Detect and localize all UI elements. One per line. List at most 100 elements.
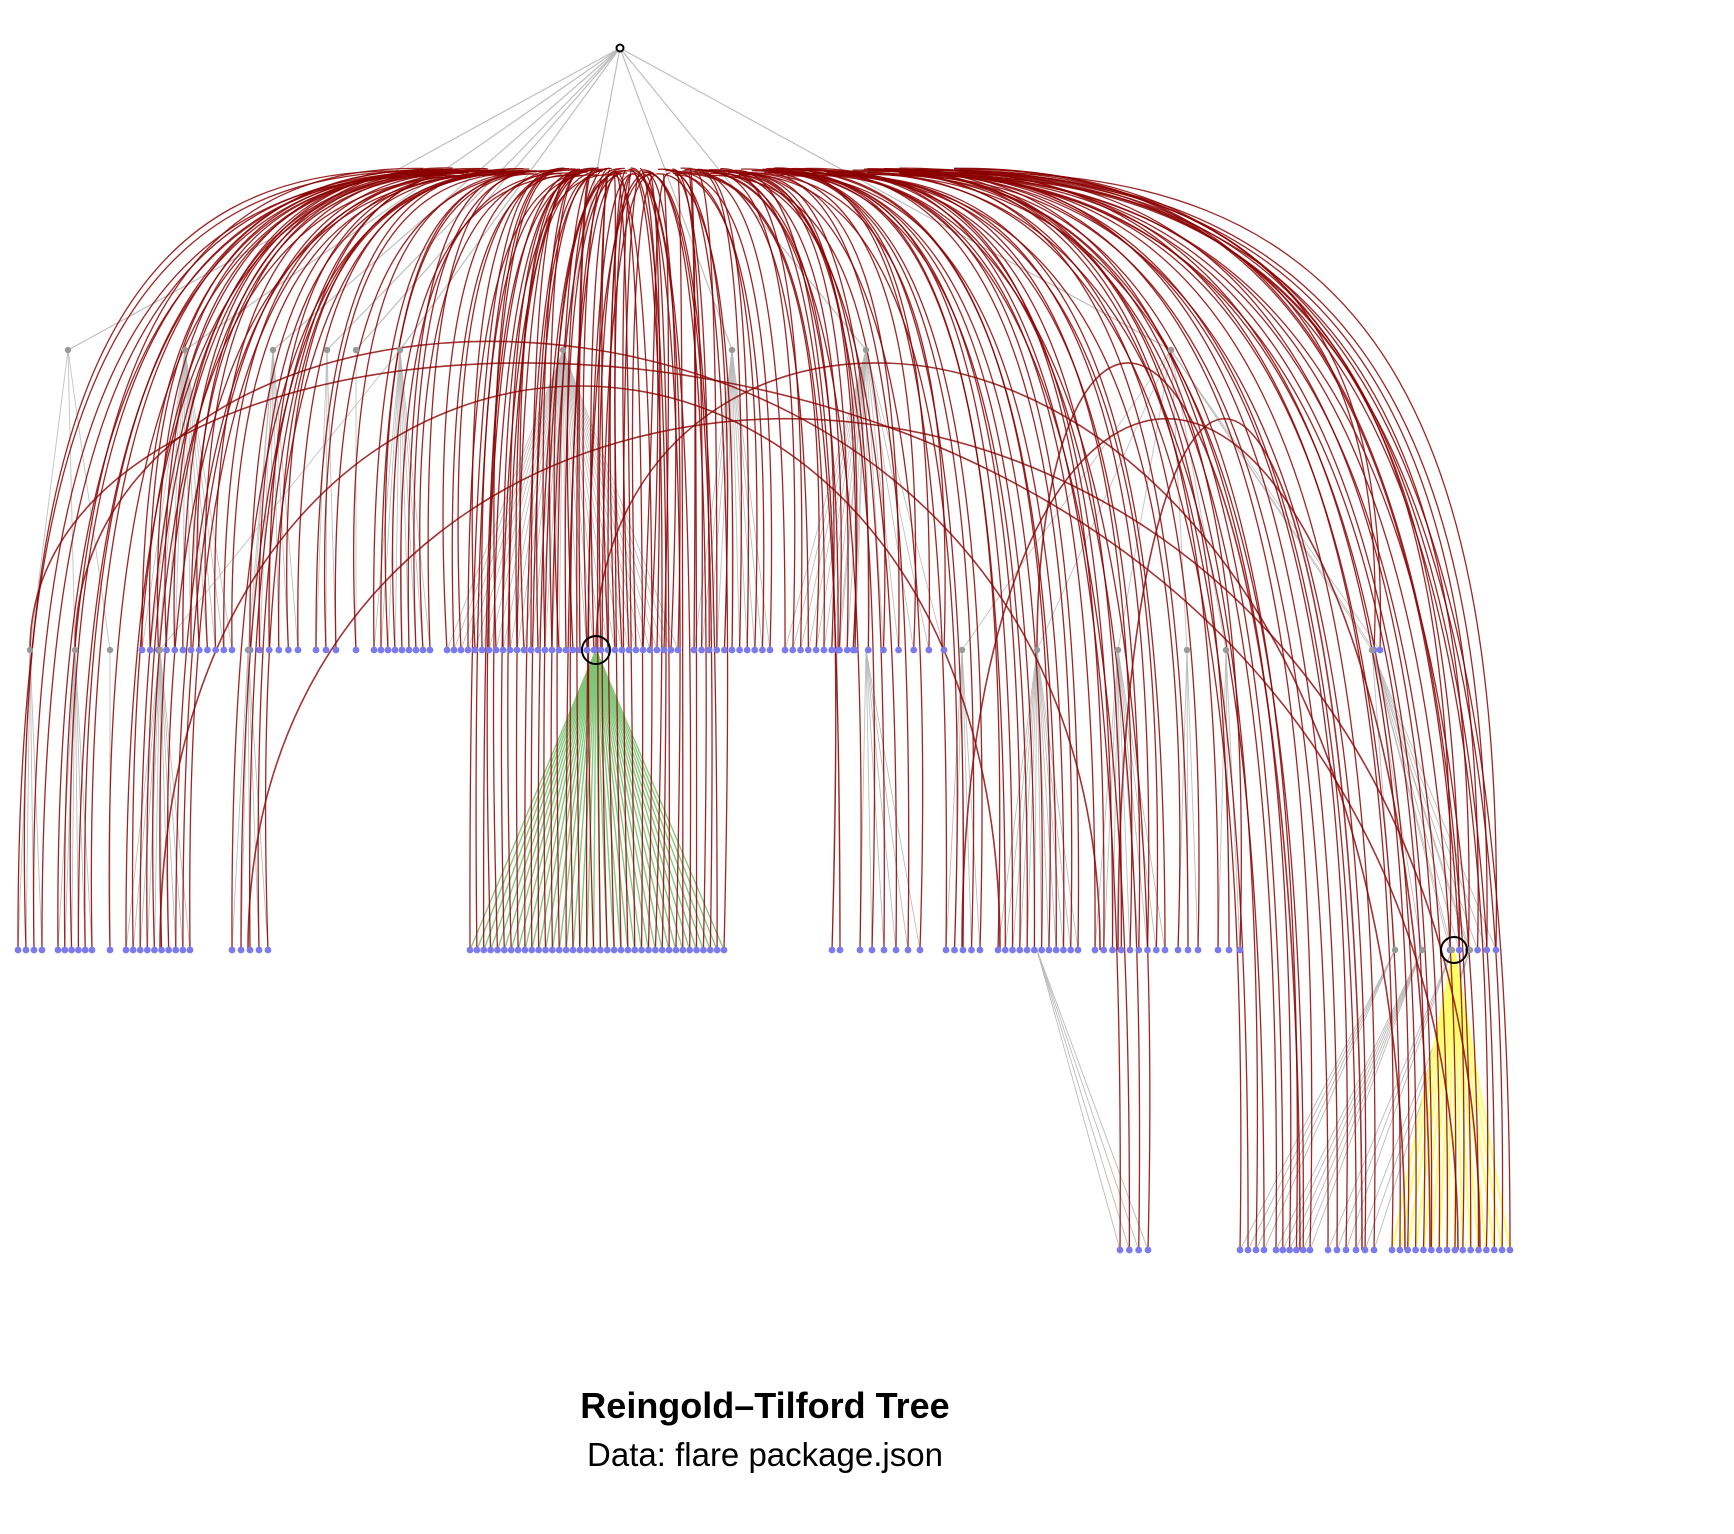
- highlight-edge-green: [595, 649, 629, 951]
- dependency-edge: [852, 169, 1200, 951]
- dependency-edge: [323, 172, 525, 651]
- leaf-node: [1244, 1246, 1252, 1254]
- leaf-node: [651, 946, 659, 954]
- leaf-node: [583, 946, 591, 954]
- dependency-edge: [891, 170, 1348, 1251]
- dependency-edge: [675, 174, 758, 651]
- highlight-edge-green: [496, 649, 597, 951]
- leaf-node: [1100, 946, 1108, 954]
- tree-edge: [731, 349, 756, 651]
- dependency-edge: [682, 170, 809, 651]
- tree-edge: [865, 349, 884, 651]
- dependency-edge: [189, 170, 491, 951]
- tree-edge: [1036, 949, 1130, 1251]
- leaf-node: [667, 646, 675, 654]
- tree-edge: [865, 349, 915, 651]
- dependency-edge: [719, 172, 841, 951]
- leaf-node: [264, 946, 272, 954]
- leaf-node: [880, 946, 888, 954]
- leaf-node: [1279, 1246, 1287, 1254]
- tree-edge: [1371, 649, 1469, 951]
- leaf-node: [30, 946, 38, 954]
- tree-edge: [1327, 949, 1453, 1251]
- leaf-node: [464, 646, 472, 654]
- tree-edge: [530, 349, 564, 651]
- leaf-node: [521, 946, 529, 954]
- dependency-edge: [673, 172, 729, 951]
- highlight-edge-yellow: [1430, 949, 1456, 1251]
- tree-edge: [1026, 649, 1038, 951]
- dependency-edge: [872, 169, 1367, 1251]
- dependency-edge: [451, 174, 573, 651]
- tree-edge: [731, 349, 748, 651]
- highlight-edge-green: [595, 649, 705, 951]
- leaf-node: [1388, 1246, 1396, 1254]
- leaf-node: [494, 946, 501, 954]
- leaf-node: [1459, 1246, 1467, 1254]
- leaf-node: [1443, 1246, 1451, 1254]
- dependency-edge: [754, 170, 1028, 951]
- tree-edge: [1036, 649, 1057, 951]
- leaf-node: [1117, 946, 1125, 954]
- leaf-node: [611, 646, 619, 654]
- leaf-node: [1498, 1246, 1506, 1254]
- leaf-node: [751, 646, 759, 654]
- dependency-edge: [762, 169, 983, 951]
- dependency-edge: [832, 174, 1150, 951]
- leaf-node: [1370, 1246, 1378, 1254]
- root-node: [615, 43, 625, 53]
- dependency-edge: [630, 167, 681, 951]
- dependency-edge: [585, 173, 634, 951]
- leaf-node: [781, 646, 789, 654]
- tree-edge: [399, 349, 431, 651]
- highlight-edge-green: [595, 649, 684, 951]
- highlight-edge-green: [595, 649, 622, 951]
- dependency-edge: [576, 173, 591, 951]
- tree-edge: [159, 349, 401, 651]
- dependency-edge: [182, 172, 469, 951]
- dependency-edge: [530, 168, 581, 651]
- leaf-node: [146, 646, 154, 654]
- leaf-node: [789, 646, 797, 654]
- tree-edge: [268, 349, 274, 651]
- leaf-node: [638, 946, 646, 954]
- leaf-node: [1174, 946, 1182, 954]
- leaf-node: [506, 646, 514, 654]
- leaf-node: [143, 946, 151, 954]
- leaf-node: [569, 646, 577, 654]
- leaf-node: [1161, 946, 1169, 954]
- leaf-node: [1236, 1246, 1244, 1254]
- dependency-edge: [550, 167, 625, 951]
- dependency-edge: [963, 171, 1498, 951]
- leaf-node: [590, 946, 597, 954]
- dependency-edge: [587, 173, 652, 951]
- leaf-node: [617, 946, 625, 954]
- leaf-node: [514, 946, 522, 954]
- dependency-edge: [90, 169, 437, 951]
- tree-edge: [272, 349, 299, 651]
- dependency-edge: [943, 169, 1511, 1251]
- leaf-node: [576, 946, 584, 954]
- leaf-node: [690, 646, 698, 654]
- leaf-node: [843, 646, 851, 654]
- tree-edge: [467, 349, 564, 651]
- internal-node: [269, 346, 277, 354]
- leaf-node: [487, 946, 494, 954]
- dependency-edge: [898, 172, 1417, 1251]
- tree-edge: [1117, 649, 1131, 951]
- dependency-edge: [612, 173, 622, 951]
- leaf-node: [528, 946, 536, 954]
- tree-edge: [537, 349, 564, 651]
- dependency-edge: [492, 171, 588, 951]
- leaf-node: [212, 646, 220, 654]
- leaf-node: [1052, 946, 1060, 954]
- highlight-edge-green: [565, 649, 597, 951]
- tree-edge: [1371, 649, 1460, 951]
- leaf-node: [466, 946, 474, 954]
- leaf-node: [679, 946, 687, 954]
- leaf-node: [1455, 946, 1463, 954]
- dependency-edge: [694, 171, 718, 651]
- dependency-edge: [63, 167, 424, 951]
- dependency-edge: [913, 169, 1488, 951]
